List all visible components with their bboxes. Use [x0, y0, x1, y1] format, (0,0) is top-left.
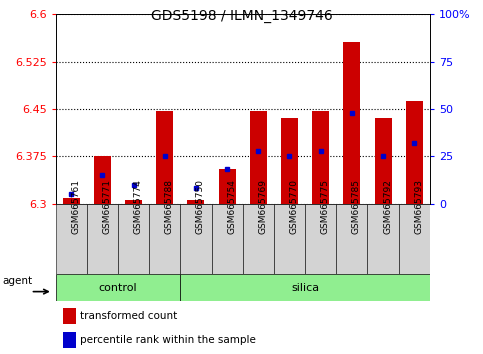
Bar [94, 156, 111, 204]
Text: GSM665774: GSM665774 [133, 179, 142, 234]
Bar [274, 204, 305, 274]
Text: GSM665785: GSM665785 [352, 179, 361, 234]
Bar [218, 169, 236, 204]
Text: GSM665750: GSM665750 [196, 179, 205, 234]
Bar [156, 111, 173, 204]
Bar [125, 200, 142, 204]
Bar [406, 101, 423, 204]
Text: GSM665770: GSM665770 [289, 179, 298, 234]
Text: GSM665754: GSM665754 [227, 179, 236, 234]
Text: GSM665771: GSM665771 [102, 179, 112, 234]
Text: silica: silica [291, 282, 319, 293]
Bar [312, 111, 329, 204]
Text: GSM665792: GSM665792 [383, 179, 392, 234]
Bar [56, 274, 180, 301]
Bar [212, 204, 242, 274]
Bar [398, 204, 430, 274]
Text: agent: agent [3, 276, 33, 286]
Bar [368, 204, 398, 274]
Text: percentile rank within the sample: percentile rank within the sample [80, 335, 256, 346]
Bar [343, 42, 360, 204]
Bar [305, 204, 336, 274]
Bar [56, 204, 87, 274]
Text: GSM665788: GSM665788 [165, 179, 174, 234]
Bar [63, 308, 76, 324]
Bar [63, 199, 80, 204]
Bar [180, 204, 212, 274]
Text: GSM665775: GSM665775 [321, 179, 330, 234]
Bar [187, 200, 204, 204]
Text: transformed count: transformed count [80, 311, 177, 321]
Text: control: control [99, 282, 137, 293]
Bar [149, 204, 180, 274]
Bar [336, 204, 368, 274]
Bar [242, 204, 274, 274]
Text: GDS5198 / ILMN_1349746: GDS5198 / ILMN_1349746 [151, 9, 332, 23]
Bar [87, 204, 118, 274]
Bar [250, 111, 267, 204]
Bar [281, 118, 298, 204]
Text: GSM665761: GSM665761 [71, 179, 80, 234]
Bar [63, 332, 76, 348]
Text: GSM665769: GSM665769 [258, 179, 267, 234]
Bar [374, 118, 392, 204]
Bar [118, 204, 149, 274]
Bar [180, 274, 430, 301]
Text: GSM665793: GSM665793 [414, 179, 423, 234]
